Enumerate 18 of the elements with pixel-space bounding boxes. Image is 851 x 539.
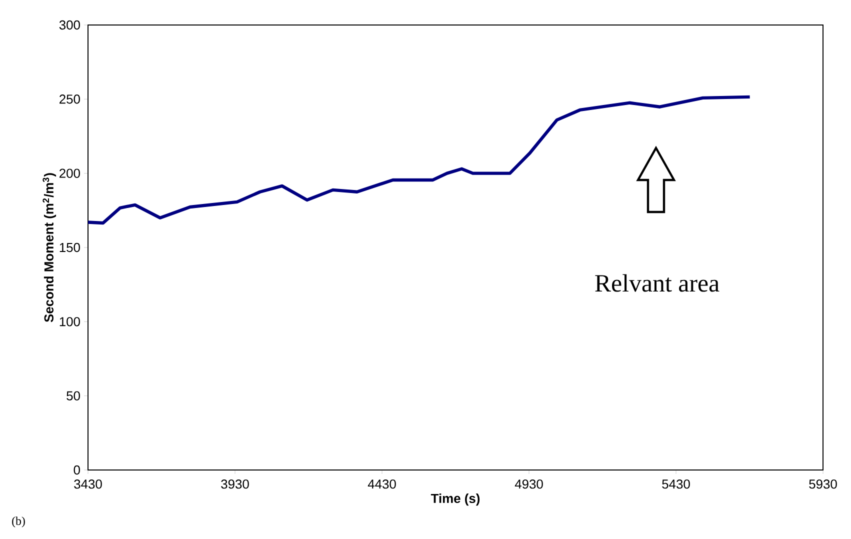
x-tick-label: 4930 [514, 480, 543, 489]
annotation: Relvant area [595, 274, 720, 292]
x-axis-title: Time (s) [430, 494, 480, 506]
x-tick-label: 3930 [221, 480, 249, 489]
y-tick-label: 200 [60, 168, 80, 178]
y-tick-label: 100 [60, 317, 80, 326]
y-tick-label: 0 [74, 465, 80, 475]
y-axis-title: Second Moment (m$^{2}$/m$^{3}$) [42, 173, 56, 322]
x-tick-label: 4430 [368, 480, 396, 489]
x-tick-label: 5930 [809, 480, 837, 489]
y-tick-label: 300 [59, 20, 80, 30]
text: (b) [12, 516, 25, 528]
y-tick-label: 50 [66, 391, 80, 400]
y-tick-label: 150 [60, 242, 80, 252]
x-tick-label: 5430 [662, 480, 690, 489]
y-tick-label: 250 [60, 94, 80, 104]
x-tick-label: 3430 [74, 480, 102, 489]
line-series [88, 95, 752, 225]
